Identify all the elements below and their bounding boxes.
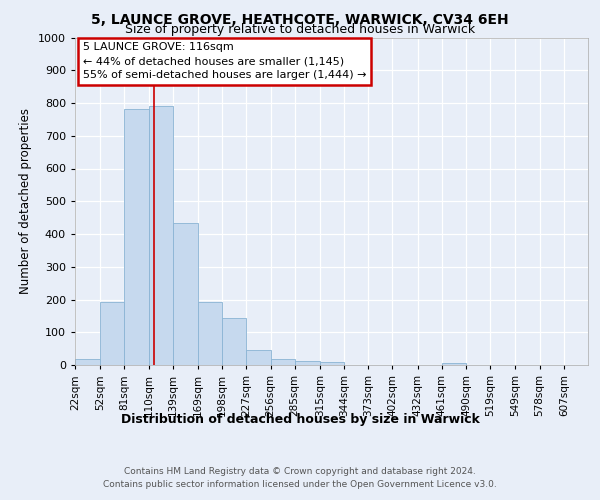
Bar	[100, 302, 124, 365]
Bar	[271, 360, 295, 365]
Bar	[173, 222, 198, 365]
Bar	[149, 106, 173, 365]
Bar	[295, 361, 320, 365]
Bar	[222, 318, 246, 365]
Bar	[124, 108, 149, 365]
Y-axis label: Number of detached properties: Number of detached properties	[19, 108, 32, 294]
Text: Distribution of detached houses by size in Warwick: Distribution of detached houses by size …	[121, 412, 479, 426]
Text: Contains HM Land Registry data © Crown copyright and database right 2024.
Contai: Contains HM Land Registry data © Crown c…	[103, 468, 497, 489]
Bar	[198, 302, 222, 365]
Bar	[320, 362, 344, 365]
Bar	[442, 362, 466, 365]
Text: Size of property relative to detached houses in Warwick: Size of property relative to detached ho…	[125, 22, 475, 36]
Text: 5, LAUNCE GROVE, HEATHCOTE, WARWICK, CV34 6EH: 5, LAUNCE GROVE, HEATHCOTE, WARWICK, CV3…	[91, 12, 509, 26]
Bar	[75, 360, 100, 365]
Bar	[246, 350, 271, 365]
Text: 5 LAUNCE GROVE: 116sqm
← 44% of detached houses are smaller (1,145)
55% of semi-: 5 LAUNCE GROVE: 116sqm ← 44% of detached…	[83, 42, 366, 80]
